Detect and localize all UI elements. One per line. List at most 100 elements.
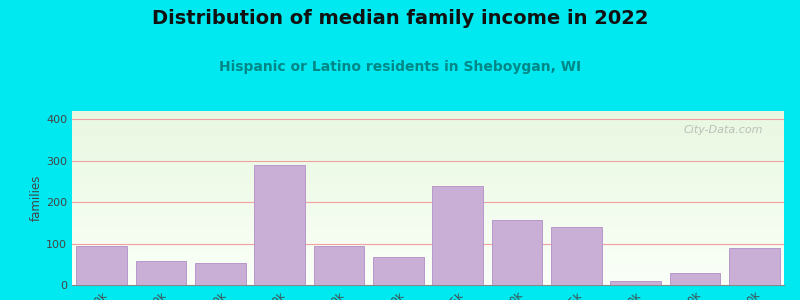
Bar: [610, 281, 661, 285]
Bar: [72, 258, 784, 259]
Bar: [72, 224, 784, 225]
Bar: [72, 209, 784, 210]
Bar: [72, 188, 784, 189]
Bar: [72, 113, 784, 114]
Bar: [72, 247, 784, 248]
Bar: [72, 149, 784, 150]
Bar: [72, 152, 784, 153]
Bar: [433, 186, 483, 285]
Bar: [72, 177, 784, 178]
Bar: [72, 277, 784, 278]
Bar: [195, 263, 246, 285]
Bar: [72, 138, 784, 139]
Bar: [72, 256, 784, 257]
Bar: [136, 261, 186, 285]
Bar: [72, 237, 784, 238]
Bar: [72, 123, 784, 124]
Bar: [72, 243, 784, 244]
Bar: [72, 236, 784, 237]
Bar: [72, 120, 784, 121]
Bar: [72, 284, 784, 285]
Text: City-Data.com: City-Data.com: [683, 125, 762, 135]
Bar: [72, 176, 784, 177]
Text: Distribution of median family income in 2022: Distribution of median family income in …: [152, 9, 648, 28]
Bar: [72, 139, 784, 140]
Bar: [72, 178, 784, 179]
Bar: [72, 275, 784, 276]
Bar: [72, 154, 784, 155]
Bar: [72, 147, 784, 148]
Bar: [72, 200, 784, 201]
Bar: [72, 142, 784, 143]
Bar: [72, 136, 784, 137]
Bar: [72, 162, 784, 163]
Bar: [72, 166, 784, 167]
Bar: [72, 206, 784, 207]
Bar: [72, 205, 784, 206]
Bar: [72, 266, 784, 267]
Bar: [72, 281, 784, 282]
Bar: [72, 276, 784, 277]
Bar: [72, 189, 784, 190]
Bar: [373, 257, 423, 285]
Bar: [72, 228, 784, 229]
Bar: [72, 137, 784, 138]
Bar: [72, 157, 784, 158]
Bar: [72, 124, 784, 125]
Bar: [72, 223, 784, 224]
Bar: [72, 158, 784, 159]
Bar: [72, 144, 784, 145]
Bar: [72, 145, 784, 146]
Bar: [72, 165, 784, 166]
Bar: [72, 170, 784, 171]
Bar: [72, 230, 784, 231]
Bar: [72, 249, 784, 250]
Bar: [72, 222, 784, 223]
Bar: [72, 270, 784, 271]
Bar: [72, 267, 784, 268]
Bar: [72, 202, 784, 203]
Bar: [72, 181, 784, 182]
Bar: [72, 179, 784, 180]
Y-axis label: families: families: [30, 175, 43, 221]
Bar: [72, 264, 784, 265]
Bar: [72, 151, 784, 152]
Bar: [670, 273, 720, 285]
Bar: [72, 171, 784, 172]
Bar: [72, 274, 784, 275]
Bar: [72, 241, 784, 242]
Bar: [72, 116, 784, 117]
Text: Hispanic or Latino residents in Sheboygan, WI: Hispanic or Latino residents in Sheboyga…: [219, 60, 581, 74]
Bar: [72, 234, 784, 235]
Bar: [72, 164, 784, 165]
Bar: [72, 168, 784, 169]
Bar: [72, 195, 784, 196]
Bar: [72, 159, 784, 160]
Bar: [72, 268, 784, 269]
Bar: [72, 248, 784, 249]
Bar: [72, 220, 784, 221]
Bar: [72, 272, 784, 273]
Bar: [72, 217, 784, 218]
Bar: [72, 121, 784, 122]
Bar: [72, 269, 784, 270]
Bar: [72, 252, 784, 253]
Bar: [72, 193, 784, 194]
Bar: [72, 240, 784, 241]
Bar: [72, 216, 784, 217]
Bar: [72, 246, 784, 247]
Bar: [72, 271, 784, 272]
Bar: [72, 260, 784, 261]
Bar: [72, 215, 784, 216]
Bar: [72, 141, 784, 142]
Bar: [72, 251, 784, 252]
Bar: [72, 180, 784, 181]
Bar: [72, 194, 784, 195]
Bar: [72, 114, 784, 115]
Bar: [72, 128, 784, 129]
Bar: [72, 283, 784, 284]
Bar: [72, 232, 784, 233]
Bar: [72, 235, 784, 236]
Bar: [72, 244, 784, 245]
Bar: [72, 250, 784, 251]
